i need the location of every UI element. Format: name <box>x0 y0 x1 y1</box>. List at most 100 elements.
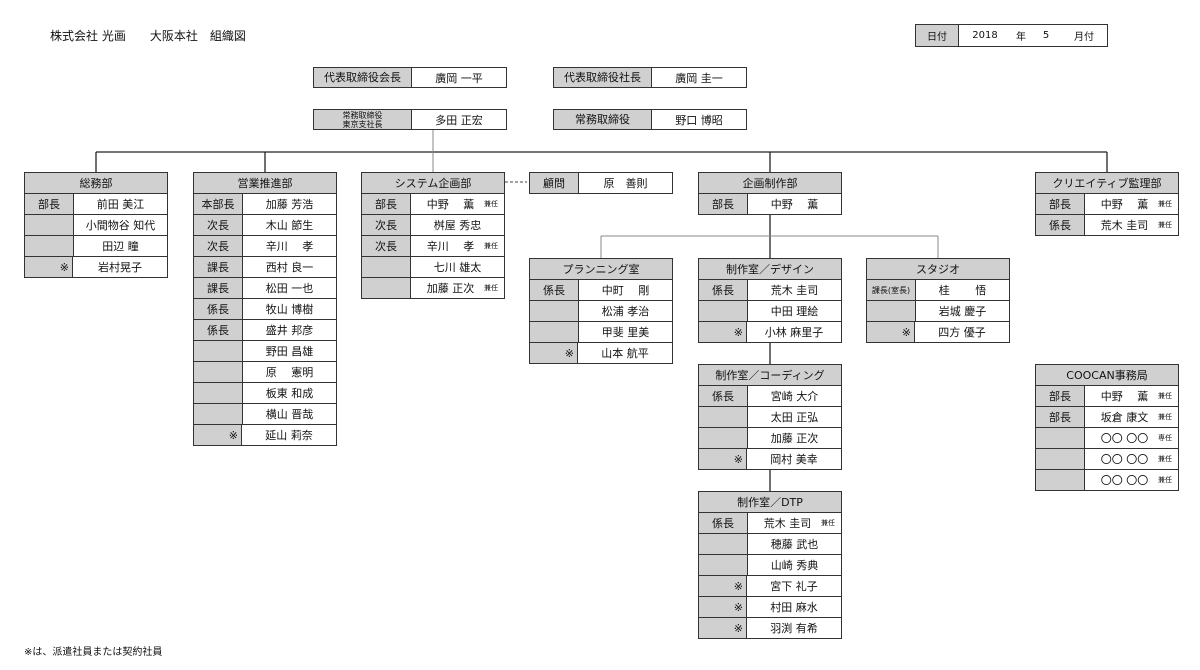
member-name-cell: 加藤 正次 <box>748 428 841 448</box>
member-name-cell: 岡村 美幸 <box>747 449 841 469</box>
member-row: 松浦 孝治 <box>530 301 672 322</box>
member-role: 部長 <box>1036 386 1085 406</box>
member-name-cell: 松浦 孝治 <box>579 301 672 321</box>
member-row: 次長 辛川 孝 <box>194 236 336 257</box>
member-row: 係長 盛井 邦彦 <box>194 320 336 341</box>
member-row: 甲斐 里美 <box>530 322 672 343</box>
member-name: 延山 莉奈 <box>265 429 313 442</box>
dept-title: 総務部 <box>25 173 167 194</box>
member-name-cell: 岩村晃子 <box>73 257 167 277</box>
member-row: ※ 宮下 礼子 <box>699 576 841 597</box>
dept-kikaku: 企画制作部 部長 中野 薫 <box>698 172 842 215</box>
member-name: 〇〇 〇〇 <box>1100 432 1149 445</box>
footnote: ※は、派遣社員または契約社員 <box>24 647 163 658</box>
member-name-cell: 宮下 礼子 <box>747 576 841 596</box>
member-role: 係長 <box>699 280 748 300</box>
dept-title: 制作室／DTP <box>699 492 841 513</box>
member-note: 兼任 <box>1158 392 1172 400</box>
member-note: 兼任 <box>1158 221 1172 229</box>
member-name: 荒木 圭司 <box>1100 219 1149 232</box>
member-row: 原 憲明 <box>194 362 336 383</box>
dept-title: 制作室／コーディング <box>699 365 841 386</box>
member-name: 甲斐 里美 <box>601 326 650 339</box>
member-role <box>699 534 748 554</box>
member-role <box>867 301 916 321</box>
member-name: 中野 薫 <box>1100 390 1149 403</box>
member-role: ※ <box>699 576 747 596</box>
member-name-cell: 延山 莉奈 <box>242 425 336 445</box>
member-name: 山本 航平 <box>601 347 649 360</box>
member-name: 牧山 博樹 <box>265 303 314 316</box>
member-name: 宮下 礼子 <box>770 580 818 593</box>
exec-president: 代表取締役社長 廣岡 圭一 <box>553 67 747 88</box>
member-name: 〇〇 〇〇 <box>1100 453 1149 466</box>
member-name: 加藤 正次 <box>426 282 475 295</box>
member-name-cell: 中野 薫 兼任 <box>411 194 504 214</box>
member-name-cell: 加藤 正次 兼任 <box>411 278 504 298</box>
member-name: 辛川 孝 <box>265 240 314 253</box>
member-name-cell: 羽渕 有希 <box>747 618 841 638</box>
member-role <box>1036 428 1085 448</box>
advisor-box: 顧問 原 善則 <box>529 172 673 194</box>
member-role: 係長 <box>530 280 579 300</box>
member-name-cell: 七川 雄太 <box>411 257 504 277</box>
member-row: 係長 荒木 圭司 <box>699 280 841 301</box>
member-role <box>362 257 411 277</box>
member-row: 部長 中野 薫 兼任 <box>362 194 504 215</box>
member-role: ※ <box>25 257 73 277</box>
member-role <box>25 236 74 256</box>
member-note: 兼任 <box>1158 476 1172 484</box>
member-name-cell: 桂 悟 <box>916 280 1009 300</box>
member-row: ※ 山本 航平 <box>530 343 672 363</box>
member-name-cell: 中町 剛 <box>579 280 672 300</box>
member-role: 部長 <box>25 194 74 214</box>
member-row: 横山 晋哉 <box>194 404 336 425</box>
member-role: ※ <box>699 597 747 617</box>
member-name-cell: 宮崎 大介 <box>748 386 841 406</box>
dept-dtp: 制作室／DTP 係長 荒木 圭司 兼任 穂藤 武也 山崎 秀典 ※ 宮下 礼子 ※ 村田 麻水 ※ 羽… <box>698 491 842 639</box>
member-role: 係長 <box>194 320 243 340</box>
exec-name: 野口 博昭 <box>675 113 723 127</box>
member-name: 桝屋 秀忠 <box>433 219 482 232</box>
member-name: 野田 昌雄 <box>265 345 314 358</box>
member-row: 七川 雄太 <box>362 257 504 278</box>
member-note: 兼任 <box>484 200 498 208</box>
member-name: 穂藤 武也 <box>770 538 819 551</box>
member-role: ※ <box>699 322 747 342</box>
member-role <box>194 404 243 424</box>
member-row: 課長 松田 一也 <box>194 278 336 299</box>
member-row: 次長 木山 節生 <box>194 215 336 236</box>
member-role: 課長 <box>194 278 243 298</box>
member-note: 兼任 <box>1158 200 1172 208</box>
exec-name: 多田 正宏 <box>435 113 483 127</box>
member-name: 中野 薫 <box>426 198 475 211</box>
member-name-cell: 盛井 邦彦 <box>243 320 336 340</box>
member-name: 木山 節生 <box>265 219 314 232</box>
member-row: 係長 中町 剛 <box>530 280 672 301</box>
member-name: 岡村 美幸 <box>770 453 818 466</box>
member-role <box>1036 449 1085 469</box>
member-name: 七川 雄太 <box>433 261 482 274</box>
date-box: 日付 2018 年 5 月付 <box>915 24 1108 47</box>
exec-chairman: 代表取締役会長 廣岡 一平 <box>313 67 507 88</box>
member-role: 係長 <box>699 386 748 406</box>
member-role <box>194 362 243 382</box>
member-name-cell: 〇〇 〇〇 専任 <box>1085 428 1178 448</box>
member-name-cell: 小林 麻里子 <box>747 322 841 342</box>
member-name-cell: 桝屋 秀忠 <box>411 215 504 235</box>
member-name: 太田 正弘 <box>770 411 819 424</box>
member-name-cell: 原 善則 <box>579 173 672 193</box>
dept-title: クリエイティブ監理部 <box>1036 173 1178 194</box>
member-name-cell: 荒木 圭司 兼任 <box>1085 215 1178 235</box>
member-row: ※ 岡村 美幸 <box>699 449 841 469</box>
dept-coding: 制作室／コーディング 係長 宮崎 大介太田 正弘加藤 正次 ※ 岡村 美幸 <box>698 364 842 470</box>
member-row: 顧問 原 善則 <box>530 173 672 193</box>
dept-design: 制作室／デザイン 係長 荒木 圭司 中田 理絵 ※ 小林 麻里子 <box>698 258 842 343</box>
date-label: 日付 <box>916 25 959 46</box>
dept-title: 営業推進部 <box>194 173 336 194</box>
member-row: 中田 理絵 <box>699 301 841 322</box>
member-name-cell: 田辺 瞳 <box>74 236 167 256</box>
member-row: ※ 四方 優子 <box>867 322 1009 342</box>
member-name: 羽渕 有希 <box>770 622 818 635</box>
